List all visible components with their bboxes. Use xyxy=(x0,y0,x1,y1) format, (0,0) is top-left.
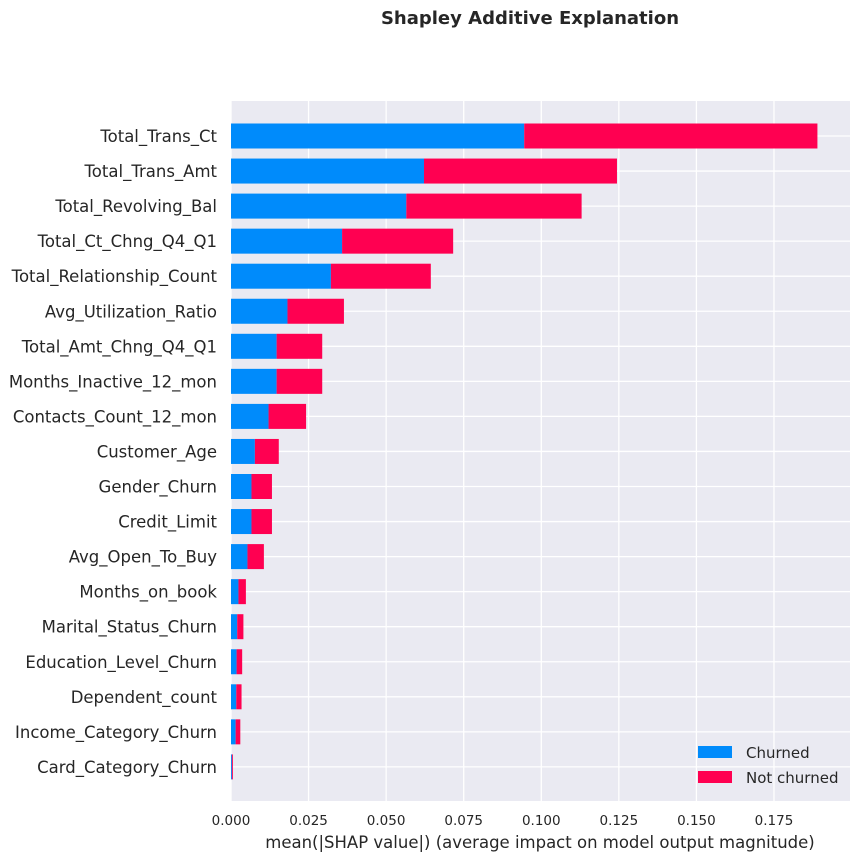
feature-label: Avg_Utilization_Ratio xyxy=(45,302,217,322)
feature-label: Total_Relationship_Count xyxy=(11,267,218,287)
feature-label: Total_Trans_Ct xyxy=(99,127,217,147)
bar-churned-months-inactive-12-mon xyxy=(231,368,277,394)
feature-label: Months_on_book xyxy=(79,583,217,603)
legend: Churned Not churned xyxy=(698,744,838,787)
bar-churned-income-category-churn xyxy=(231,719,236,745)
bars xyxy=(231,123,818,780)
feature-labels: Total_Trans_Ct Total_Trans_Amt Total_Revol… xyxy=(9,127,218,778)
bar-not-churned-marital-status-churn xyxy=(237,614,244,640)
x-axis-label: mean(|SHAP value|) (average impact on mo… xyxy=(265,833,815,852)
x-tick-label: 0.100 xyxy=(522,813,561,829)
bar-not-churned-total-ct-chng-q4-q1 xyxy=(342,228,454,254)
feature-label: Total_Trans_Amt xyxy=(84,162,218,182)
bar-not-churned-months-on-book xyxy=(238,579,246,605)
bar-not-churned-total-trans-amt xyxy=(423,158,617,184)
bar-not-churned-contacts-count-12-mon xyxy=(268,403,307,429)
chart-title: Shapley Additive Explanation xyxy=(381,8,679,29)
legend-label-churned: Churned xyxy=(746,744,810,762)
bar-churned-dependent-count xyxy=(231,684,237,710)
x-tick-label: 0.150 xyxy=(677,813,716,829)
bar-churned-total-trans-amt xyxy=(231,158,424,184)
legend-label-not-churned: Not churned xyxy=(746,769,838,787)
bar-churned-marital-status-churn xyxy=(231,614,238,640)
x-tick-label: 0.175 xyxy=(755,813,794,829)
bar-churned-total-relationship-count xyxy=(231,263,331,289)
bar-not-churned-credit-limit xyxy=(251,509,272,535)
feature-label: Income_Category_Churn xyxy=(15,723,217,743)
feature-label: Marital_Status_Churn xyxy=(42,618,217,638)
bar-not-churned-avg-open-to-buy xyxy=(247,544,264,570)
bar-churned-total-amt-chng-q4-q1 xyxy=(231,333,277,359)
legend-swatch-churned xyxy=(698,746,732,758)
bar-churned-contacts-count-12-mon xyxy=(231,403,269,429)
feature-label: Gender_Churn xyxy=(99,478,217,498)
feature-label: Credit_Limit xyxy=(118,513,217,533)
bar-churned-total-ct-chng-q4-q1 xyxy=(231,228,343,254)
bar-not-churned-education-level-churn xyxy=(236,649,243,675)
x-tick-label: 0.000 xyxy=(212,813,251,829)
bar-churned-credit-limit xyxy=(231,509,252,535)
bar-not-churned-card-category-churn xyxy=(231,754,233,780)
feature-label: Avg_Open_To_Buy xyxy=(69,548,218,568)
bar-not-churned-income-category-churn xyxy=(235,719,241,745)
x-tick-label: 0.075 xyxy=(444,813,483,829)
x-tick-labels: 0.000 0.025 0.050 0.075 0.100 0.125 0.150 0.175 xyxy=(212,813,794,829)
feature-label: Dependent_count xyxy=(71,688,218,708)
feature-label: Total_Revolving_Bal xyxy=(54,197,217,217)
feature-label: Months_Inactive_12_mon xyxy=(9,372,217,392)
bar-churned-education-level-churn xyxy=(231,649,237,675)
x-tick-label: 0.050 xyxy=(367,813,406,829)
bar-churned-avg-open-to-buy xyxy=(231,544,248,570)
feature-label: Customer_Age xyxy=(97,442,217,462)
bar-not-churned-months-inactive-12-mon xyxy=(276,368,323,394)
x-tick-label: 0.125 xyxy=(600,813,639,829)
feature-label: Education_Level_Churn xyxy=(25,653,217,673)
bar-churned-gender-churn xyxy=(231,474,252,499)
bar-not-churned-avg-utilization-ratio xyxy=(287,298,344,324)
bar-churned-total-trans-ct xyxy=(231,123,525,149)
bar-not-churned-total-revolving-bal xyxy=(406,193,582,219)
bar-not-churned-total-trans-ct xyxy=(524,123,818,149)
bar-not-churned-customer-age xyxy=(254,438,279,464)
bar-churned-avg-utilization-ratio xyxy=(231,298,288,324)
bar-churned-card-category-churn xyxy=(231,754,232,780)
bar-churned-total-revolving-bal xyxy=(231,193,407,219)
bar-not-churned-total-relationship-count xyxy=(330,263,431,289)
feature-label: Card_Category_Churn xyxy=(37,758,217,778)
bar-not-churned-total-amt-chng-q4-q1 xyxy=(276,333,323,359)
feature-label: Total_Amt_Chng_Q4_Q1 xyxy=(21,337,217,357)
bar-churned-months-on-book xyxy=(231,579,239,605)
bar-not-churned-gender-churn xyxy=(251,474,272,499)
x-tick-label: 0.025 xyxy=(289,813,328,829)
legend-swatch-not-churned xyxy=(698,771,732,783)
bar-not-churned-dependent-count xyxy=(236,684,242,710)
bar-churned-customer-age xyxy=(231,438,255,464)
feature-label: Contacts_Count_12_mon xyxy=(13,407,217,427)
feature-label: Total_Ct_Chng_Q4_Q1 xyxy=(37,232,217,252)
